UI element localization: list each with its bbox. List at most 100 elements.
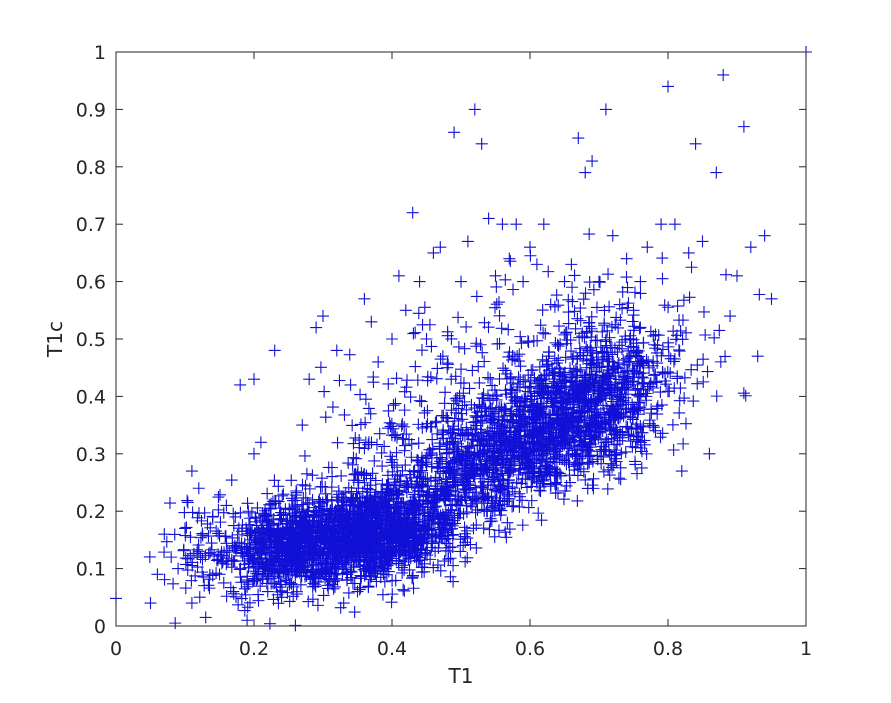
- data-point: [411, 453, 424, 466]
- data-point: [318, 524, 331, 537]
- data-point: [360, 562, 373, 575]
- data-point: [464, 538, 477, 551]
- data-point: [347, 561, 360, 574]
- data-point: [368, 516, 381, 529]
- data-point: [238, 558, 251, 571]
- data-point: [348, 577, 361, 590]
- data-point: [366, 527, 379, 540]
- data-point: [158, 573, 171, 586]
- data-point: [291, 534, 304, 547]
- data-point: [431, 559, 444, 572]
- data-point: [417, 535, 430, 548]
- data-point: [373, 497, 386, 510]
- data-point: [376, 546, 389, 559]
- data-point: [344, 496, 357, 509]
- data-point: [327, 582, 340, 595]
- data-point: [447, 559, 460, 572]
- data-point: [414, 466, 427, 479]
- data-point: [306, 593, 319, 606]
- data-point: [434, 564, 447, 577]
- data-point: [255, 535, 268, 548]
- data-point: [369, 567, 382, 580]
- data-point: [410, 539, 423, 552]
- data-point: [461, 472, 474, 485]
- data-point: [469, 428, 482, 441]
- data-point: [459, 454, 472, 467]
- data-point: [371, 538, 384, 551]
- data-point: [456, 494, 469, 507]
- data-point: [409, 544, 422, 557]
- data-point: [268, 577, 281, 590]
- data-point: [685, 363, 698, 376]
- data-point: [309, 580, 322, 593]
- data-point: [360, 490, 373, 503]
- y-tick-label: 0.4: [76, 386, 106, 408]
- data-point: [321, 503, 334, 516]
- data-point: [678, 371, 691, 384]
- data-point: [648, 369, 661, 382]
- x-tick-label: 1: [800, 638, 812, 660]
- data-point: [396, 543, 409, 556]
- data-point: [256, 573, 269, 586]
- data-point: [257, 560, 270, 573]
- data-point: [339, 556, 352, 569]
- data-point: [169, 617, 182, 630]
- data-point: [322, 560, 335, 573]
- data-point: [220, 537, 233, 550]
- data-point: [415, 561, 428, 574]
- data-point: [302, 595, 315, 608]
- data-point: [294, 578, 307, 591]
- data-point: [271, 566, 284, 579]
- data-point: [352, 533, 365, 546]
- data-point: [300, 569, 313, 582]
- data-point: [388, 508, 401, 521]
- data-point: [400, 549, 413, 562]
- data-point: [457, 507, 470, 520]
- data-point: [495, 403, 508, 416]
- data-point: [281, 586, 294, 599]
- data-point: [325, 533, 338, 546]
- data-point: [385, 540, 398, 553]
- data-point: [310, 536, 323, 549]
- data-point: [306, 571, 319, 584]
- data-point: [299, 479, 312, 492]
- data-point: [369, 474, 382, 487]
- data-point: [350, 507, 363, 520]
- data-point: [430, 507, 443, 520]
- data-point: [220, 590, 233, 603]
- data-point: [407, 497, 420, 510]
- data-point: [446, 514, 459, 527]
- data-point: [435, 521, 448, 534]
- data-point: [353, 491, 366, 504]
- data-point: [286, 503, 299, 516]
- data-point: [484, 512, 497, 525]
- data-point: [293, 506, 306, 519]
- data-point: [614, 473, 627, 486]
- data-point: [311, 525, 324, 538]
- data-point: [302, 523, 315, 536]
- data-point: [255, 523, 268, 536]
- data-point: [437, 524, 450, 537]
- data-point: [355, 570, 368, 583]
- data-point: [395, 532, 408, 545]
- data-point: [329, 549, 342, 562]
- data-point: [261, 487, 274, 500]
- data-point: [304, 540, 317, 553]
- data-point: [413, 551, 426, 564]
- data-point: [649, 368, 662, 381]
- data-point: [438, 492, 451, 505]
- data-point: [202, 579, 215, 592]
- data-point: [397, 530, 410, 543]
- data-point: [425, 506, 438, 519]
- y-tick-label: 0: [94, 616, 106, 638]
- data-point: [470, 519, 483, 532]
- data-point: [290, 486, 303, 499]
- data-point: [499, 526, 512, 539]
- data-point: [410, 555, 423, 568]
- data-point: [331, 553, 344, 566]
- data-point: [330, 491, 343, 504]
- data-point: [334, 601, 347, 614]
- data-point: [364, 554, 377, 567]
- data-point: [459, 536, 472, 549]
